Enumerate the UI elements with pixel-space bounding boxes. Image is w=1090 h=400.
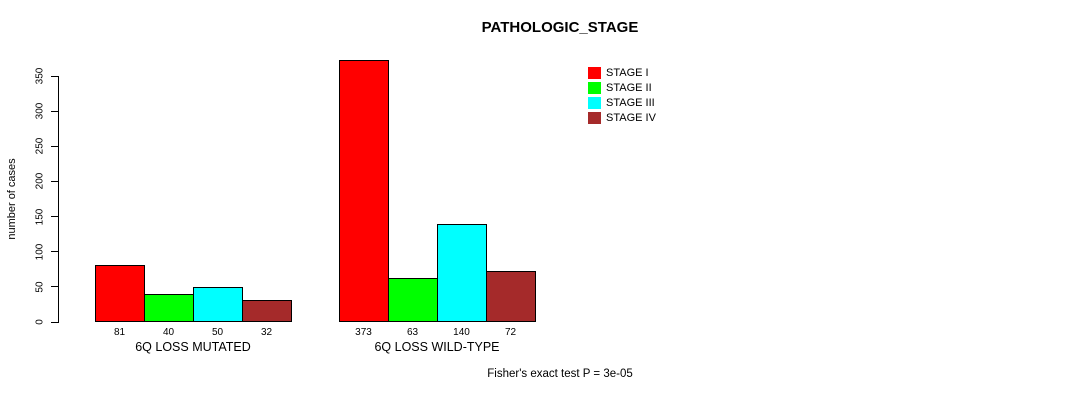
y-tick-label: 0 (34, 319, 46, 325)
x-category-label: 6Q LOSS MUTATED (135, 340, 251, 354)
y-tick-mark (51, 286, 58, 288)
bar-value-label: 373 (355, 327, 372, 338)
legend-swatch (588, 111, 601, 124)
y-axis-title: number of cases (6, 158, 18, 240)
y-tick-label: 300 (34, 102, 46, 120)
y-tick-label: 350 (34, 67, 46, 85)
x-category-label: 6Q LOSS WILD-TYPE (374, 340, 500, 354)
annotation-text: Fisher's exact test P = 3e-05 (487, 368, 633, 380)
bar-value-label: 50 (211, 327, 224, 338)
legend-item: STAGE II (588, 80, 656, 95)
y-tick-mark (51, 251, 58, 253)
legend-label: STAGE II (606, 81, 652, 94)
y-tick-mark (51, 145, 58, 147)
y-tick-label: 250 (34, 137, 46, 155)
legend-swatch (588, 96, 601, 109)
bar-value-label: 140 (453, 327, 470, 338)
bar-stage-iv (242, 300, 292, 322)
bar-value-label: 40 (162, 327, 175, 338)
legend-item: STAGE IV (588, 110, 656, 125)
bar-stage-iv (486, 271, 536, 322)
y-tick-label: 50 (34, 281, 46, 293)
bar-stage-ii (388, 278, 438, 322)
bar-value-label: 81 (113, 327, 126, 338)
y-tick-label: 150 (34, 208, 46, 225)
y-tick-label: 200 (34, 173, 46, 190)
bar-value-label: 32 (260, 327, 273, 338)
legend-label: STAGE III (606, 96, 655, 109)
legend-item: STAGE I (588, 65, 656, 80)
legend-swatch (588, 81, 601, 94)
y-tick-label: 100 (34, 243, 46, 261)
legend-swatch (588, 66, 601, 79)
bar-stage-i (339, 60, 389, 322)
chart-title: PATHOLOGIC_STAGE (481, 19, 639, 36)
y-tick-mark (51, 321, 58, 323)
bar-stage-iii (193, 287, 243, 322)
bar-value-label: 63 (406, 327, 419, 338)
bar-value-label: 72 (504, 327, 517, 338)
bar-stage-i (95, 265, 145, 322)
y-tick-mark (51, 75, 58, 77)
y-tick-mark (51, 180, 58, 182)
legend: STAGE I STAGE II STAGE III STAGE IV (588, 65, 656, 125)
legend-label: STAGE IV (606, 111, 656, 124)
y-tick-mark (51, 110, 58, 112)
y-axis-line (58, 76, 59, 323)
bar-stage-iii (437, 224, 487, 322)
bar-stage-ii (144, 294, 194, 322)
legend-item: STAGE III (588, 95, 656, 110)
legend-label: STAGE I (606, 66, 649, 79)
y-tick-mark (51, 216, 58, 218)
